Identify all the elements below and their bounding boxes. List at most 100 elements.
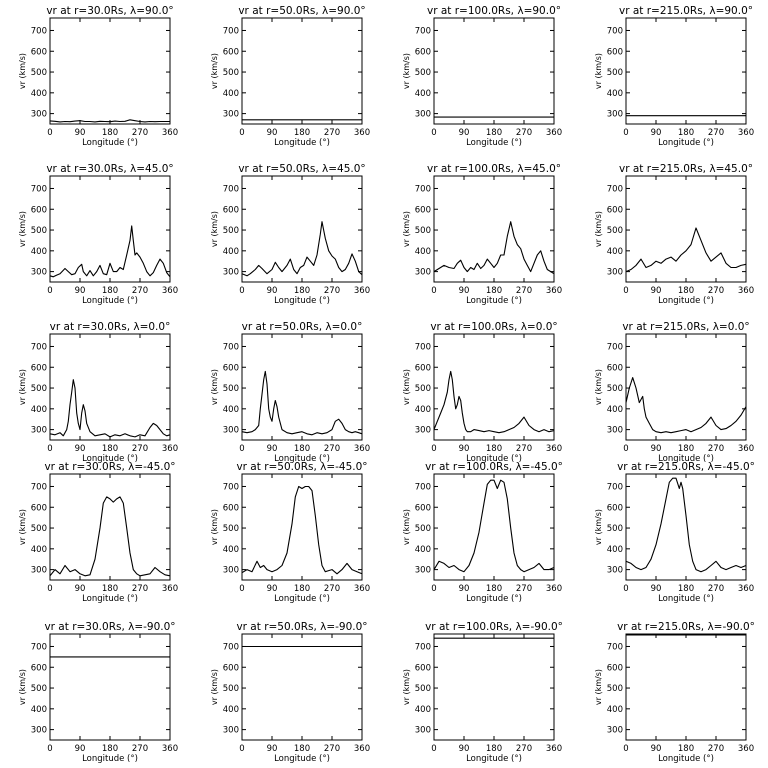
x-tick-label: 90 (75, 128, 86, 138)
x-tick-label: 360 (354, 286, 370, 296)
y-tick-label: 600 (607, 663, 623, 673)
x-tick-label: 270 (132, 744, 148, 754)
plot-frame (625, 333, 747, 441)
x-tick-label: 180 (102, 444, 118, 454)
plot-frame (625, 175, 747, 283)
y-axis-label: vr (km/s) (210, 53, 219, 89)
x-tick-label: 90 (267, 744, 278, 754)
x-tick-label: 360 (162, 744, 178, 754)
y-axis-label: vr (km/s) (402, 211, 411, 247)
y-tick-label: 600 (31, 47, 47, 57)
x-tick-label: 90 (651, 744, 662, 754)
y-axis-label: vr (km/s) (18, 53, 27, 89)
x-tick-label: 360 (354, 128, 370, 138)
plot-frame (433, 633, 555, 741)
chart-panel-18: vr at r=50.0Rs, λ=-90.0° 0 90 180 270 360 300 4… (210, 621, 370, 764)
y-tick-label: 600 (607, 363, 623, 373)
x-tick-label: 270 (516, 286, 532, 296)
x-tick-label: 180 (294, 128, 310, 138)
plot-frame (433, 17, 555, 125)
x-tick-label: 180 (294, 744, 310, 754)
plot-frame (49, 473, 171, 581)
y-tick-label: 700 (223, 642, 239, 652)
x-tick-label: 270 (516, 584, 532, 594)
series-line (49, 496, 171, 577)
y-tick-label: 500 (31, 684, 47, 694)
plot-frame (241, 473, 363, 581)
series-line (241, 485, 363, 575)
x-axis-label: Longitude (°) (466, 754, 522, 764)
x-tick-label: 90 (75, 444, 86, 454)
x-tick-label: 270 (324, 744, 340, 754)
x-tick-label: 90 (75, 744, 86, 754)
chart-title: vr at r=215.0Rs, λ=90.0° (619, 5, 753, 17)
y-tick-label: 300 (31, 726, 47, 736)
x-tick-label: 0 (431, 444, 436, 454)
y-tick-label: 700 (415, 184, 431, 194)
plot-frame (433, 333, 555, 441)
y-tick-label: 700 (31, 184, 47, 194)
chart-title: vr at r=215.0Rs, λ=0.0° (622, 321, 749, 333)
y-tick-label: 300 (223, 566, 239, 576)
x-axis-label: Longitude (°) (82, 754, 138, 764)
y-tick-label: 500 (607, 524, 623, 534)
x-axis-label: Longitude (°) (658, 454, 714, 464)
y-tick-label: 500 (223, 524, 239, 534)
chart-panel-13: vr at r=30.0Rs, λ=-45.0° 0 90 180 270 360 300 4… (18, 461, 178, 604)
y-tick-label: 400 (607, 405, 623, 415)
plot-frame (625, 473, 747, 581)
series-line (49, 119, 170, 123)
x-axis-label: Longitude (°) (466, 296, 522, 306)
y-tick-label: 600 (223, 663, 239, 673)
x-axis-label: Longitude (°) (82, 138, 138, 148)
y-tick-label: 300 (31, 426, 47, 436)
chart-title: vr at r=100.0Rs, λ=-45.0° (425, 461, 563, 473)
y-tick-label: 500 (607, 226, 623, 236)
x-tick-label: 0 (47, 128, 52, 138)
x-axis-label: Longitude (°) (274, 138, 330, 148)
x-tick-label: 360 (162, 286, 178, 296)
y-tick-label: 700 (31, 342, 47, 352)
chart-panel-11: vr at r=100.0Rs, λ=0.0° 0 90 180 270 360 300 40… (402, 321, 562, 464)
x-tick-label: 360 (738, 744, 754, 754)
y-axis-label: vr (km/s) (18, 369, 27, 405)
x-tick-label: 90 (459, 286, 470, 296)
y-axis-label: vr (km/s) (594, 509, 603, 545)
y-tick-label: 400 (31, 545, 47, 555)
y-tick-label: 400 (607, 705, 623, 715)
x-axis-label: Longitude (°) (658, 296, 714, 306)
x-tick-label: 360 (354, 744, 370, 754)
y-tick-label: 700 (607, 342, 623, 352)
chart-panel-19: vr at r=100.0Rs, λ=-90.0° 0 90 180 270 360 300… (402, 621, 563, 764)
y-tick-label: 600 (607, 503, 623, 513)
x-tick-label: 180 (486, 444, 502, 454)
x-tick-label: 270 (324, 444, 340, 454)
x-axis-label: Longitude (°) (658, 754, 714, 764)
y-axis-label: vr (km/s) (594, 669, 603, 705)
x-tick-label: 180 (486, 128, 502, 138)
x-tick-label: 90 (651, 444, 662, 454)
x-tick-label: 270 (516, 444, 532, 454)
x-tick-label: 0 (623, 286, 628, 296)
y-tick-label: 500 (31, 68, 47, 78)
plot-frame (433, 473, 555, 581)
chart-title: vr at r=50.0Rs, λ=90.0° (238, 5, 365, 17)
y-tick-label: 600 (415, 663, 431, 673)
y-tick-label: 600 (415, 363, 431, 373)
y-tick-label: 400 (223, 545, 239, 555)
y-tick-label: 400 (223, 89, 239, 99)
y-tick-label: 300 (607, 426, 623, 436)
x-axis-label: Longitude (°) (82, 296, 138, 306)
y-tick-label: 600 (223, 503, 239, 513)
x-axis-label: Longitude (°) (466, 454, 522, 464)
y-tick-label: 700 (223, 26, 239, 36)
x-tick-label: 90 (75, 584, 86, 594)
x-tick-label: 270 (708, 584, 724, 594)
x-tick-label: 180 (678, 744, 694, 754)
y-tick-label: 600 (607, 205, 623, 215)
y-tick-label: 500 (31, 524, 47, 534)
x-tick-label: 360 (546, 128, 562, 138)
y-tick-label: 500 (223, 226, 239, 236)
series-line (49, 225, 171, 278)
